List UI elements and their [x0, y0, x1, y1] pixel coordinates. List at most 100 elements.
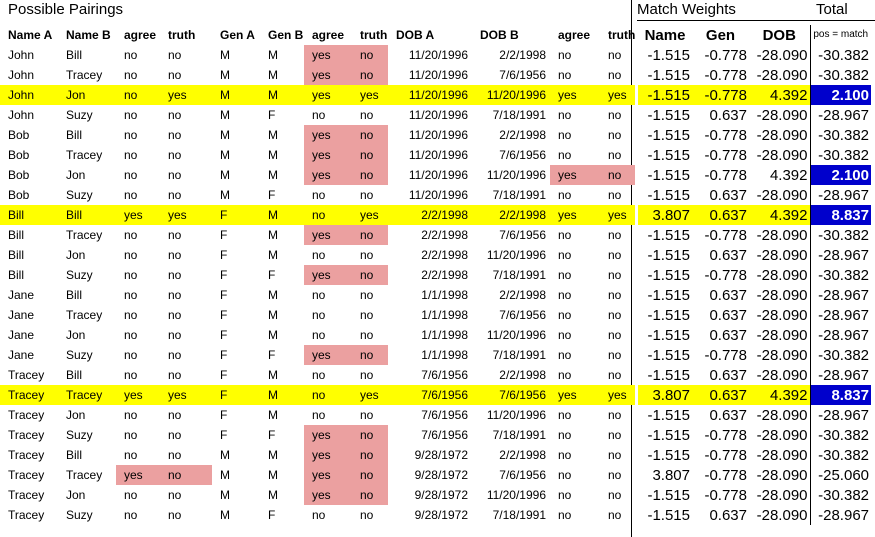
table-cell: Bob: [8, 148, 30, 162]
weight-cell: -28.090: [756, 246, 808, 264]
table-cell: 11/20/1996: [486, 328, 546, 342]
table-cell: F: [268, 108, 276, 122]
table-cell: Bill: [66, 368, 83, 382]
weight-cell: 4.392: [769, 166, 808, 184]
table-cell: no: [558, 488, 572, 502]
weight-row: 3.807 0.637 4.392 8.837: [638, 205, 871, 225]
table-cell: no: [124, 128, 138, 142]
table-cell: F: [268, 428, 276, 442]
weight-cell: -1.515: [647, 126, 690, 144]
table-cell: 2/2/1998: [499, 448, 546, 462]
table-cell: yes: [116, 205, 160, 225]
weight-cell: -0.778: [704, 266, 747, 284]
table-cell: no: [608, 228, 622, 242]
col-header: agree: [558, 28, 591, 42]
weight-cell: -28.090: [756, 486, 808, 504]
table-cell: F: [268, 348, 276, 362]
weight-cell: -28.090: [756, 226, 808, 244]
weight-cell: -1.515: [647, 366, 690, 384]
table-cell: no: [558, 228, 572, 242]
table-cell: M: [268, 328, 278, 342]
weight-cell: 0.637: [692, 385, 749, 405]
table-cell: no: [558, 248, 572, 262]
table-cell: no: [168, 328, 182, 342]
table-cell: 11/20/1996: [472, 85, 550, 105]
weight-cell: -1.515: [638, 85, 692, 105]
table-cell: yes: [304, 345, 352, 365]
table-cell: M: [268, 288, 278, 302]
weight-cell: -28.090: [756, 146, 808, 164]
table-cell: Bob: [8, 168, 30, 182]
table-cell: Tracey: [8, 468, 45, 482]
table-cell: yes: [550, 85, 600, 105]
table-cell: 7/6/1956: [421, 368, 468, 382]
table-cell: Jon: [66, 248, 86, 262]
table-cell: yes: [304, 165, 352, 185]
table-cell: Tracey: [8, 428, 45, 442]
table-cell: no: [608, 188, 622, 202]
weight-row: -1.515 0.637 -28.090 -28.967: [638, 505, 871, 525]
table-cell: 11/20/1996: [486, 408, 546, 422]
table-cell: Jon: [66, 488, 86, 502]
pairings-header-row: Name A Name B agree truth Gen A Gen B ag…: [0, 25, 635, 45]
table-cell: John: [8, 68, 35, 82]
table-cell: no: [352, 145, 388, 165]
col-header: truth: [360, 28, 388, 42]
table-cell: 7/6/1956: [421, 428, 468, 442]
table-cell: Tracey: [66, 228, 103, 242]
table-cell: F: [220, 268, 228, 282]
table-cell: Bill: [66, 48, 83, 62]
table-cell: M: [220, 128, 230, 142]
table-cell: M: [220, 188, 230, 202]
weight-cell: 4.392: [749, 205, 810, 225]
table-cell: M: [220, 508, 230, 522]
table-cell: no: [124, 168, 138, 182]
table-cell: no: [124, 148, 138, 162]
table-cell: no: [608, 288, 622, 302]
weight-row: 3.807 -0.778 -28.090 -25.060: [638, 465, 871, 485]
table-cell: no: [608, 468, 622, 482]
total-cell: -28.967: [809, 105, 871, 125]
weight-cell: -0.778: [704, 46, 747, 64]
table-cell: Suzy: [66, 108, 93, 122]
total-cell: 8.837: [809, 205, 871, 225]
table-cell: Suzy: [66, 348, 93, 362]
col-header-total: pos = match: [809, 25, 871, 45]
table-cell: yes: [550, 205, 600, 225]
table-cell: Jon: [58, 85, 116, 105]
table-cell: 1/1/1998: [421, 328, 468, 342]
weight-cell: -1.515: [647, 46, 690, 64]
table-cell: no: [168, 68, 182, 82]
table-cell: yes: [304, 45, 352, 65]
table-cell: no: [312, 308, 326, 322]
table-cell: no: [558, 468, 572, 482]
header-rule: [637, 20, 875, 21]
table-cell: no: [168, 448, 182, 462]
table-cell: 7/6/1956: [421, 408, 468, 422]
table-cell: F: [220, 408, 228, 422]
table-cell: M: [268, 148, 278, 162]
table-cell: Bob: [8, 188, 30, 202]
table-cell: 7/18/1991: [492, 428, 546, 442]
table-cell: no: [558, 308, 572, 322]
table-cell: no: [168, 128, 182, 142]
col-header: truth: [168, 28, 196, 42]
col-header: agree: [124, 28, 157, 42]
table-cell: M: [268, 128, 278, 142]
table-cell: no: [608, 148, 622, 162]
table-cell: no: [168, 288, 182, 302]
weight-row: -1.515 0.637 -28.090 -28.967: [638, 105, 871, 125]
table-cell: no: [168, 188, 182, 202]
table-cell: no: [558, 128, 572, 142]
table-cell: 2/2/1998: [499, 368, 546, 382]
table-cell: no: [360, 288, 374, 302]
table-cell: no: [124, 488, 138, 502]
table-cell: Suzy: [66, 188, 93, 202]
total-cell: -30.382: [809, 265, 871, 285]
total-cell: -30.382: [809, 145, 871, 165]
table-cell: no: [608, 328, 622, 342]
weight-cell: -28.090: [756, 446, 808, 464]
weight-cell: -1.515: [647, 66, 690, 84]
